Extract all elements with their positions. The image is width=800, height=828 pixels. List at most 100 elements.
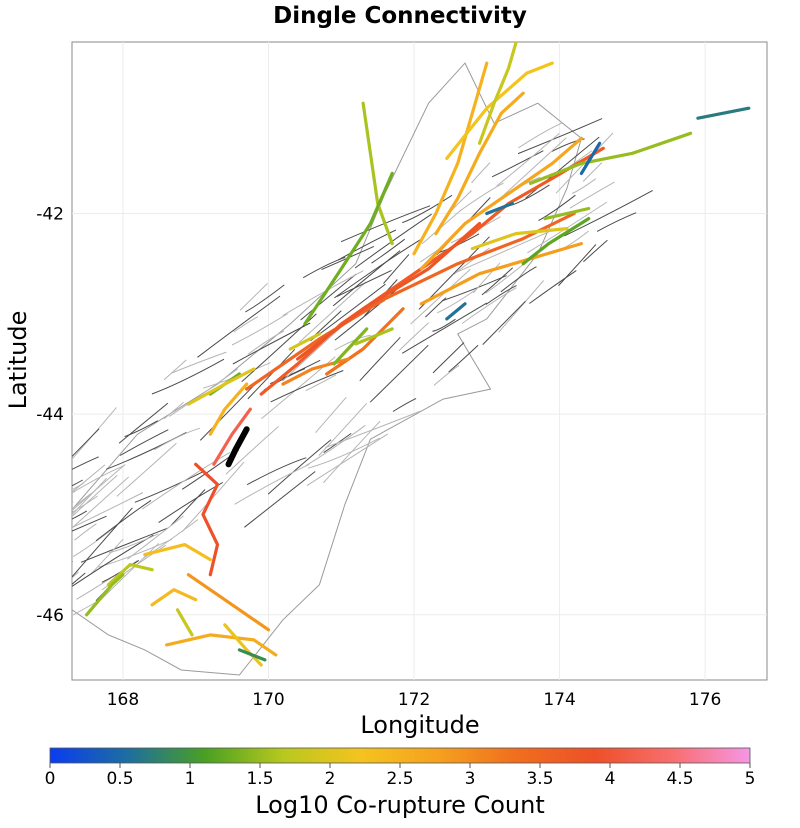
background-fault [199, 384, 255, 441]
background-fault [323, 420, 381, 484]
background-fault [300, 273, 357, 321]
connected-fault [84, 573, 125, 617]
background-fault [153, 427, 201, 451]
background-fault [18, 460, 67, 508]
background-fault [441, 275, 507, 302]
background-fault [74, 523, 97, 541]
connected-fault [143, 542, 212, 562]
connected-fault [332, 327, 369, 366]
background-fault [72, 482, 84, 491]
background-fault [525, 136, 600, 199]
background-fault [108, 533, 159, 554]
background-fault [72, 428, 100, 458]
background-fault [118, 402, 169, 444]
background-fault [398, 322, 429, 351]
background-fault [359, 336, 401, 382]
background-fault [472, 262, 501, 294]
background-fault [518, 122, 563, 149]
connected-fault [445, 61, 554, 160]
x-tick-label: 172 [398, 690, 430, 710]
background-fault [433, 364, 460, 386]
background-fault [119, 429, 169, 456]
background-fault [171, 351, 227, 374]
background-fault [392, 397, 417, 412]
background-fault [244, 471, 316, 528]
connected-fault [696, 106, 751, 120]
background-fault [334, 285, 402, 341]
background-fault [325, 410, 422, 448]
background-fault [500, 266, 537, 293]
background-fault [246, 457, 307, 486]
background-fault [334, 239, 421, 299]
background-fault [583, 239, 608, 263]
background-fault [72, 507, 133, 578]
connected-fault [208, 382, 249, 436]
background-fault [529, 270, 577, 304]
colorbar [49, 747, 751, 764]
background-fault [80, 527, 168, 563]
background-fault [482, 300, 526, 345]
background-fault [72, 490, 74, 493]
connected-fault [579, 141, 602, 175]
background-fault [448, 344, 479, 373]
background-fault [307, 437, 380, 469]
background-fault [181, 461, 245, 533]
background-fault [72, 526, 116, 558]
background-fault [72, 510, 88, 520]
background-fault [72, 495, 98, 514]
background-fault [432, 342, 465, 374]
connected-fault [194, 462, 220, 577]
colorbar-tick-label: 2.5 [386, 769, 413, 789]
background-fault [315, 396, 347, 434]
connected-fault [485, 201, 514, 216]
coastline [72, 62, 582, 676]
connected-fault [223, 623, 263, 667]
background-fault [491, 150, 544, 178]
background-fault [233, 316, 259, 333]
background-fault [455, 231, 550, 274]
connected-fault [528, 131, 693, 185]
background-fault [72, 572, 86, 585]
background-fault [72, 560, 73, 563]
background-fault [134, 471, 203, 503]
background-fault [425, 297, 447, 318]
background-fault [437, 288, 478, 314]
background-fault [0, 533, 57, 572]
connected-fault [212, 407, 252, 466]
background-fault [72, 479, 83, 487]
background-fault [231, 313, 288, 346]
connected-fault [186, 573, 271, 632]
colorbar-tick-label: 4.5 [666, 769, 693, 789]
x-axis-label: Longitude [360, 711, 479, 739]
background-fault [245, 284, 285, 313]
background-fault [168, 368, 239, 417]
background-fault [572, 178, 597, 194]
background-fault [247, 330, 285, 355]
background-fault [37, 500, 67, 521]
connected-fault [186, 367, 256, 406]
background-fault [371, 238, 406, 264]
colorbar-tick-label: 1.5 [246, 769, 273, 789]
background-fault [485, 285, 517, 305]
colorbar-tick-label: 5 [745, 769, 756, 789]
background-fault [332, 250, 401, 307]
background-fault [151, 358, 225, 395]
background-fault [5, 512, 37, 549]
connected-fault [361, 101, 394, 246]
connected-fault [288, 332, 321, 351]
background-fault [298, 281, 366, 343]
background-fault [72, 515, 107, 532]
y-axis-label: Latitude [4, 311, 32, 410]
colorbar-tick-label: 0 [45, 769, 56, 789]
connected-fault [445, 302, 467, 321]
background-fault [3, 558, 61, 580]
connected-fault [303, 171, 394, 326]
background-fault [383, 254, 410, 284]
background-fault [72, 493, 92, 510]
background-fault [569, 181, 615, 209]
background-fault [558, 244, 597, 286]
background-fault [461, 287, 517, 325]
axis-ticks: 168 170 172 174 176 -42 -44 -46 [36, 205, 721, 710]
background-fault [72, 501, 74, 504]
